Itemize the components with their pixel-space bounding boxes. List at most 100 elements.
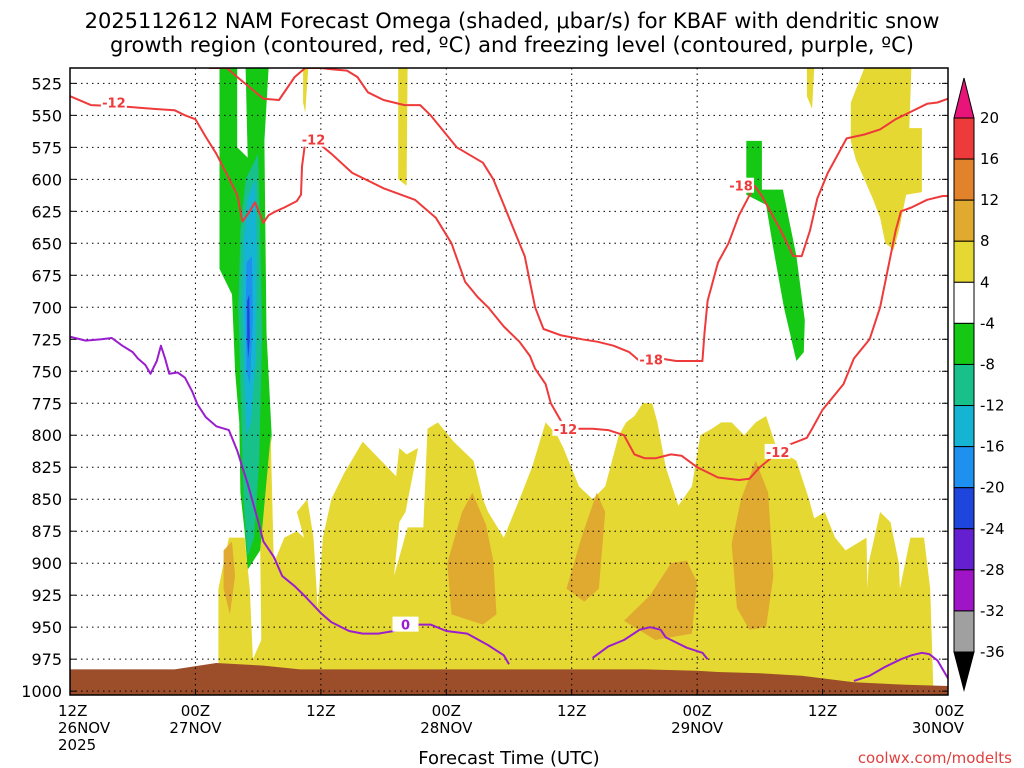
credit-text: coolwx.com/modelts [858, 749, 1012, 767]
x-tick-date: 30NOV [912, 719, 965, 737]
x-tick-label: 12Z [58, 702, 87, 720]
y-tick-label: 650 [31, 234, 62, 253]
y-tick-label: 925 [31, 586, 62, 605]
colorbar-label: -32 [980, 602, 1005, 620]
colorbar-top-arrow [953, 77, 975, 119]
x-tick-date: 29NOV [671, 719, 724, 737]
omega-shade-5 [746, 140, 805, 361]
omega-shade-6 [218, 403, 934, 692]
contour-label-2: -18 [639, 354, 663, 369]
contour-label-bg-4 [764, 443, 791, 459]
y-tick-label: 1000 [21, 682, 62, 701]
contour-line-0 [70, 95, 948, 481]
colorbar-label: 12 [980, 191, 999, 209]
y-tick-label: 675 [31, 266, 62, 285]
plot-area: -12 -12 -18 -12 -12 -18 0 [70, 68, 948, 695]
y-tick-label: 950 [31, 618, 62, 637]
chart-title-line-2: growth region (contoured, red, ºC) and f… [110, 33, 914, 57]
colorbar-bin-7 [953, 405, 975, 448]
x-tick-date: 26NOV [58, 719, 111, 737]
colorbar-bin-2 [953, 199, 975, 242]
y-tick-label: 625 [31, 202, 62, 221]
contour-label-3: -12 [554, 423, 578, 438]
omega-shade-14 [624, 560, 698, 640]
omega-shade-11 [223, 541, 236, 615]
contour-line-1 [209, 68, 948, 362]
y-tick-label: 850 [31, 490, 62, 509]
contour-label-5: -18 [729, 180, 753, 195]
x-tick-label: 12Z [306, 702, 335, 720]
x-tick-label: 00Z [432, 702, 461, 720]
y-tick-label: 600 [31, 170, 62, 189]
contour-label-bg-0 [100, 94, 127, 110]
colorbar-label: -20 [980, 479, 1005, 497]
y-tick-label: 825 [31, 458, 62, 477]
omega-shade-9 [806, 68, 815, 109]
x-axis-label: Forecast Time (UTC) [418, 748, 599, 768]
colorbar-bin-10 [953, 528, 975, 571]
y-tick-label: 550 [31, 106, 62, 125]
x-tick-label: 12Z [557, 702, 586, 720]
colorbar-bin-8 [953, 446, 975, 489]
contour-label-6: 0 [401, 619, 410, 634]
y-tick-label: 725 [31, 330, 62, 349]
y-tick-label: 875 [31, 522, 62, 541]
colorbar-label: 4 [980, 273, 990, 291]
x-tick-date: 27NOV [169, 719, 222, 737]
x-tick-label: 00Z [682, 702, 711, 720]
omega-shade-8 [398, 68, 408, 186]
colorbar-bin-3 [953, 240, 975, 283]
y-tick-label: 525 [31, 74, 62, 93]
colorbar-bin-9 [953, 487, 975, 530]
y-tick-label: 700 [31, 298, 62, 317]
x-tick-date: 28NOV [420, 719, 473, 737]
chart-decoration: 2025112612 NAM Forecast Omega (shaded, μ… [21, 9, 1012, 768]
colorbar-bin-0 [953, 117, 975, 160]
contour-label-bg-2 [638, 351, 665, 367]
y-tick-label: 750 [31, 362, 62, 381]
contour-label-bg-1 [300, 131, 327, 147]
omega-shade-13 [566, 492, 606, 602]
contour-label-bg-3 [552, 420, 579, 436]
omega-shade-15 [731, 460, 774, 630]
colorbar-label: -8 [980, 355, 995, 373]
omega-shade-4 [247, 294, 250, 359]
contour-label-4: -12 [766, 446, 790, 461]
terrain-fill [70, 663, 948, 695]
colorbar-label: -12 [980, 397, 1005, 415]
x-tick-label: 00Z [935, 702, 964, 720]
colorbar-label: -28 [980, 561, 1005, 579]
y-tick-label: 575 [31, 138, 62, 157]
y-tick-label: 975 [31, 650, 62, 669]
colorbar-label: 16 [980, 150, 999, 168]
chart-title-line-1: 2025112612 NAM Forecast Omega (shaded, μ… [85, 9, 940, 33]
colorbar-label: -24 [980, 520, 1005, 538]
y-tick-label: 775 [31, 394, 62, 413]
colorbar-label: 20 [980, 109, 999, 127]
contour-label-bg-6 [392, 616, 419, 632]
omega-shade-7 [303, 68, 309, 113]
colorbar-bin-1 [953, 158, 975, 201]
contour-line-3 [592, 626, 709, 660]
colorbar-label: -16 [980, 438, 1005, 456]
omega-shade-12 [447, 492, 497, 625]
colorbar-bin-11 [953, 569, 975, 612]
colorbar-label: -4 [980, 314, 995, 332]
x-tick-year: 2025 [58, 736, 96, 754]
omega-shade-10 [850, 68, 922, 250]
colorbar-bin-12 [953, 610, 975, 653]
plot-frame [69, 67, 949, 696]
colorbar-bin-6 [953, 363, 975, 407]
colorbar-bin-4 [953, 281, 975, 324]
colorbar-bin-5 [953, 322, 975, 365]
colorbar-label: 8 [980, 232, 990, 250]
colorbar-bottom-arrow [953, 651, 975, 692]
contour-label-bg-5 [728, 177, 755, 193]
contour-label-0: -12 [102, 97, 126, 112]
contour-line-4 [853, 651, 948, 682]
colorbar-label: -36 [980, 643, 1005, 661]
x-tick-label: 12Z [808, 702, 837, 720]
x-tick-label: 00Z [181, 702, 210, 720]
y-tick-label: 800 [31, 426, 62, 445]
